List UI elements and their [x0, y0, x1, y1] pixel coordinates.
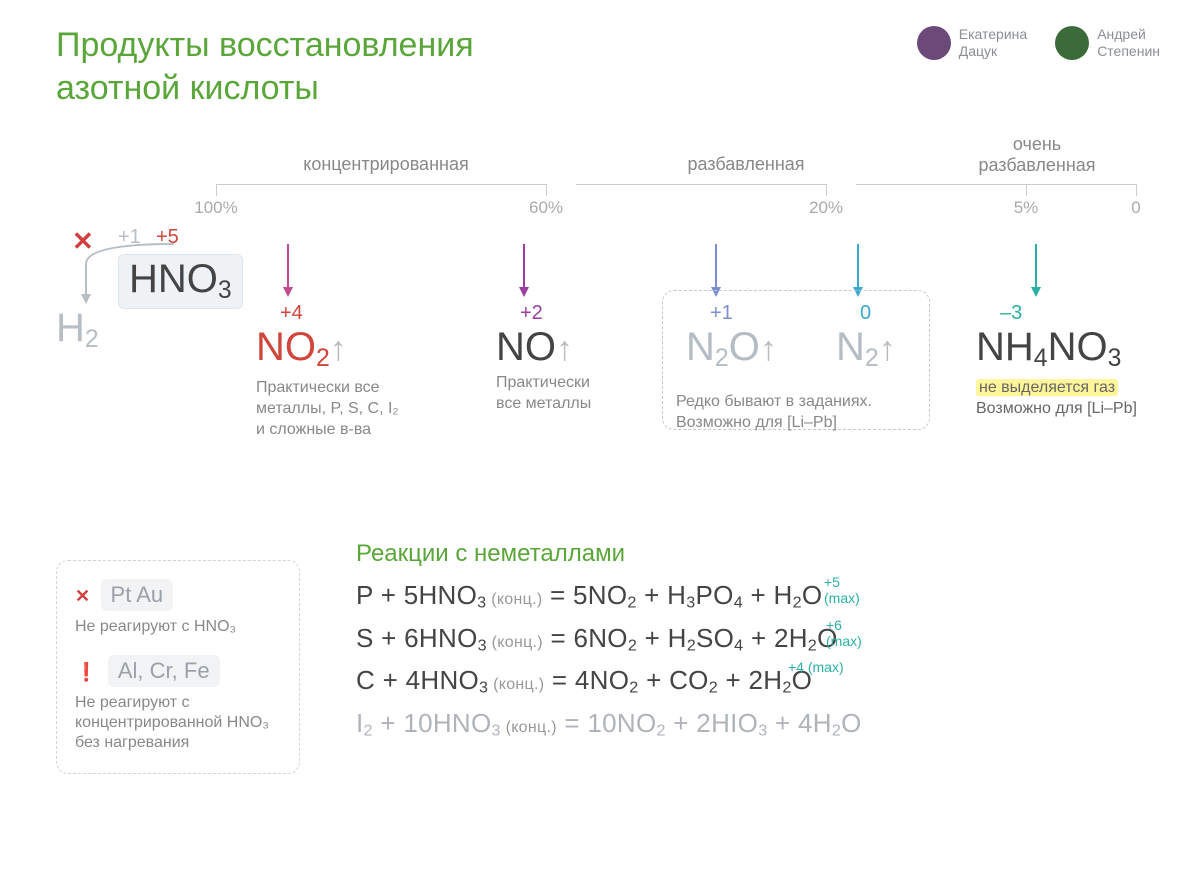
reaction-equation: C + 4HNO3 (конц.) = 4NO2 + CO2 + 2H2O	[356, 665, 862, 698]
reactions-block: Реакции с неметаллами +5 (max)P + 5HNO3 …	[356, 540, 862, 750]
note-chip: Pt Au	[101, 579, 174, 611]
reaction-line: +6 (max)S + 6HNO3 (конц.) = 6NO2 + H2SO4…	[356, 623, 862, 656]
bang-icon: ❗	[75, 662, 97, 682]
reaction-equation: S + 6HNO3 (конц.) = 6NO2 + H2SO4 + 2H2O	[356, 623, 862, 656]
oxidation-note: +5 (max)	[824, 574, 862, 606]
oxidation-state: +5	[156, 226, 179, 249]
note-item-2: ❗ Al, Cr, Fe Не реагируют с концентриров…	[75, 655, 281, 753]
title-line-2: азотной кислоты	[56, 69, 319, 107]
scale-tick	[546, 184, 547, 196]
avatar	[1055, 26, 1089, 60]
oxidation-note: +4 (max)	[788, 659, 844, 675]
scale-value: 20%	[809, 198, 843, 218]
cross-icon: ✕	[75, 586, 90, 606]
title-line-1: Продукты восстановления	[56, 26, 474, 64]
hno3-source: HNO3	[118, 254, 243, 309]
scale-label: концентрированная	[216, 154, 556, 175]
reduction-diagram: H2 ✕ HNO3 +1 +5 +4NO2↑Практически всеметаллы,…	[56, 220, 1144, 480]
note-chip: Al, Cr, Fe	[108, 655, 220, 687]
reaction-equation: I2 + 10HNO3 (конц.) = 10NO2 + 2HIO3 + 4H…	[356, 708, 862, 741]
reaction-line: +4 (max)C + 4HNO3 (конц.) = 4NO2 + CO2 +…	[356, 665, 862, 698]
cross-icon: ✕	[72, 226, 94, 257]
reaction-line: +5 (max)P + 5HNO3 (конц.) = 5NO2 + H3PO4…	[356, 580, 862, 613]
product-0: +4NO2↑Практически всеметаллы, P, S, C, I…	[256, 302, 456, 440]
author-name: Екатерина Дацук	[959, 26, 1027, 60]
page-title: Продукты восстановления азотной кислоты	[56, 24, 474, 109]
scale-bar	[576, 184, 826, 185]
author-1: Екатерина Дацук	[917, 26, 1027, 60]
product-1: +2NO↑Практическивсе металлы	[496, 302, 696, 415]
scale-value: 0	[1131, 198, 1140, 218]
scale-tick	[826, 184, 827, 196]
reaction-equation: P + 5HNO3 (конц.) = 5NO2 + H3PO4 + H2O	[356, 580, 862, 613]
note-item-1: ✕ Pt Au Не реагируют с HNO₃	[75, 579, 281, 637]
exceptions-note: ✕ Pt Au Не реагируют с HNO₃ ❗ Al, Cr, Fe…	[56, 560, 300, 774]
product-4: –3NH4NO3не выделяется газВозможно для [L…	[976, 302, 1176, 420]
authors: Екатерина Дацук Андрей Степенин	[917, 26, 1160, 60]
concentration-scale: концентрированнаяразбавленнаяоченьразбав…	[56, 140, 1144, 220]
scale-tick	[1136, 184, 1137, 196]
scale-value: 60%	[529, 198, 563, 218]
scale-value: 100%	[194, 198, 237, 218]
oxidation-note: +6 (max)	[826, 617, 862, 649]
scale-label: разбавленная	[576, 154, 916, 175]
note-text: Не реагируют с концентрированной HNO₃ бе…	[75, 693, 281, 753]
rare-desc: Редко бывают в заданиях.Возможно для [Li…	[676, 392, 926, 434]
reaction-line: I2 + 10HNO3 (конц.) = 10NO2 + 2HIO3 + 4H…	[356, 708, 862, 741]
scale-bar	[216, 184, 546, 185]
scale-tick	[216, 184, 217, 196]
scale-label: оченьразбавленная	[932, 134, 1142, 176]
note-text: Не реагируют с HNO₃	[75, 617, 281, 637]
avatar	[917, 26, 951, 60]
scale-bar	[856, 184, 1136, 185]
product-h2: H2	[56, 308, 99, 353]
scale-tick	[1026, 184, 1027, 196]
author-2: Андрей Степенин	[1055, 26, 1160, 60]
author-name: Андрей Степенин	[1097, 26, 1160, 60]
oxidation-state: +1	[118, 226, 141, 249]
scale-value: 5%	[1014, 198, 1039, 218]
reactions-title: Реакции с неметаллами	[356, 540, 862, 568]
